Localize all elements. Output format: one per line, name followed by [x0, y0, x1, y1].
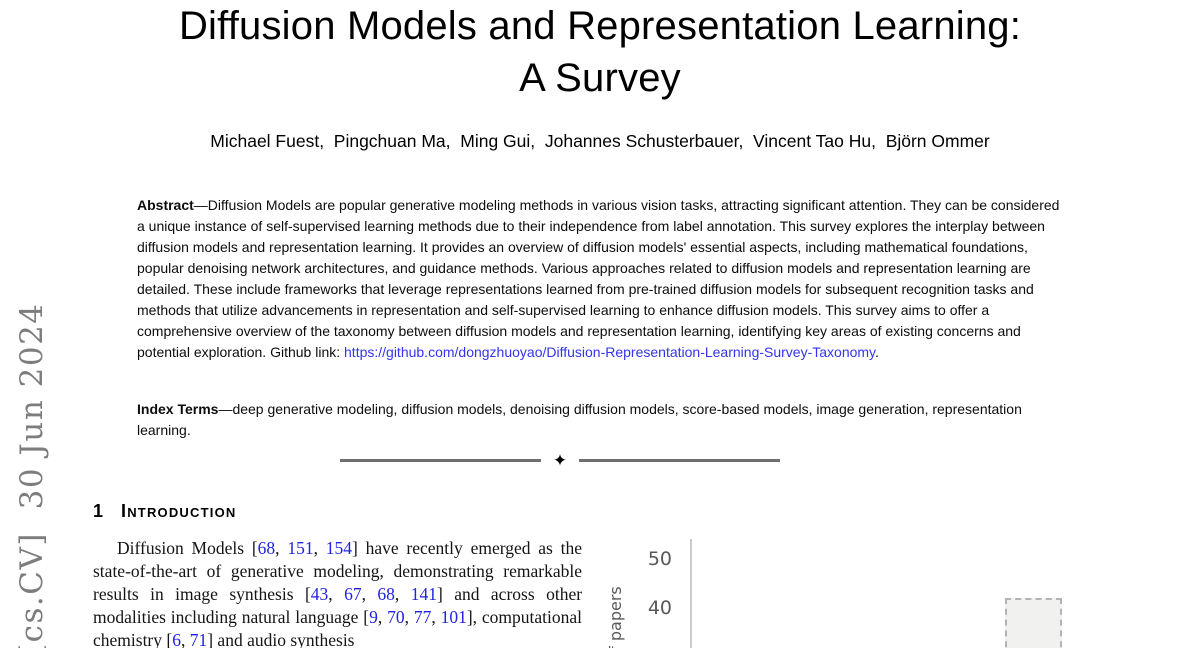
paragraph-text: ,	[404, 607, 414, 627]
paper-title: Diffusion Models and Representation Lear…	[0, 0, 1200, 104]
figure-dashed-bar	[1005, 598, 1062, 648]
citation-link[interactable]: 6	[172, 630, 181, 648]
section-number: 1	[93, 501, 104, 521]
figure-ytick-50: 50	[647, 548, 672, 570]
citation-link[interactable]: 154	[325, 538, 352, 558]
papers-per-year-figure: 50 40 Number of papers	[595, 530, 1170, 648]
paragraph-text: ,	[377, 607, 388, 627]
paragraph-text: ,	[275, 538, 288, 558]
abstract-text: —Diffusion Models are popular generative…	[137, 197, 1060, 360]
citation-link[interactable]: 77	[413, 607, 432, 627]
divider-rule-right	[579, 458, 780, 462]
citation-link[interactable]: 101	[440, 607, 467, 627]
github-link[interactable]: https://github.com/dongzhuoyao/Diffusion…	[344, 344, 876, 360]
paragraph-text: ] and across other modalities including …	[93, 584, 583, 627]
paragraph-text: Diffusion Models [	[117, 538, 258, 558]
paragraph-text: ,	[313, 538, 326, 558]
author-list: Michael Fuest, Pingchuan Ma, Ming Gui, J…	[210, 131, 990, 151]
paragraph-text: ,	[431, 607, 441, 627]
paragraph-text: ] and audio synthesis	[207, 630, 355, 648]
index-terms-label: Index Terms	[137, 401, 219, 417]
index-terms-text: —deep generative modeling, diffusion mod…	[137, 401, 1022, 438]
abstract-link-suffix: .	[875, 344, 879, 360]
citation-link[interactable]: 67	[344, 584, 362, 604]
figure-y-axis	[690, 539, 692, 648]
figure-y-axis-label: Number of papers	[606, 586, 625, 648]
paragraph-text: ,	[361, 584, 378, 604]
citation-link[interactable]: 70	[387, 607, 405, 627]
citation-link[interactable]: 151	[287, 538, 314, 558]
section-title: Introduction	[121, 501, 237, 521]
citation-link[interactable]: 9	[369, 607, 378, 627]
paper-title-line1: Diffusion Models and Representation Lear…	[178, 4, 1022, 48]
paragraph-text: ,	[180, 630, 190, 648]
paragraph-text: ,	[394, 584, 411, 604]
citation-link[interactable]: 68	[257, 538, 276, 558]
abstract-label: Abstract	[137, 197, 194, 213]
citation-link[interactable]: 43	[310, 584, 329, 604]
arxiv-sidebar-text: [cs.CV] 30 Jun 2024	[14, 302, 50, 648]
paragraph-text: ], computational chemistry [	[93, 607, 583, 648]
paper-title-line2: A Survey	[519, 56, 681, 100]
figure-ytick-40: 40	[647, 597, 672, 619]
paragraph-text: ] have recently emerged as the state-of-…	[93, 538, 583, 604]
citation-link[interactable]: 141	[410, 584, 437, 604]
citation-link[interactable]: 71	[189, 630, 208, 648]
section-heading-introduction: 1 Introduction	[93, 501, 236, 522]
index-terms-block: Index Terms—deep generative modeling, di…	[137, 399, 1067, 441]
paragraph-text: ,	[328, 584, 345, 604]
intro-paragraph: Diffusion Models [68, 151, 154] have rec…	[93, 537, 582, 648]
divider-diamond-icon: ✦	[552, 450, 568, 470]
abstract-block: Abstract—Diffusion Models are popular ge…	[137, 195, 1067, 363]
citation-link[interactable]: 68	[377, 584, 395, 604]
section-divider: ✦	[340, 450, 780, 470]
divider-rule-left	[340, 458, 541, 462]
